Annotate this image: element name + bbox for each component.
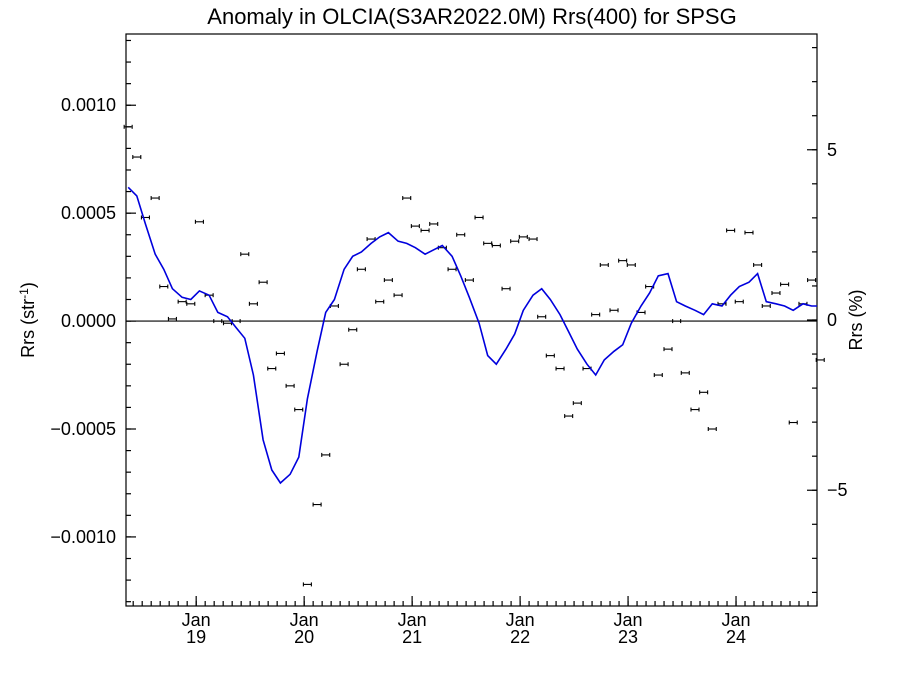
y-right-tick-label: 5: [827, 140, 837, 160]
data-point: [167, 316, 177, 321]
data-point: [672, 319, 682, 324]
data-points: [123, 124, 825, 587]
y-axis-label-superscript: -1: [17, 288, 31, 299]
data-point: [528, 237, 538, 242]
y-tick-label: 0.0005: [61, 203, 116, 223]
data-point: [410, 224, 420, 229]
x-tick-year: 22: [510, 627, 530, 647]
data-point: [186, 301, 196, 306]
data-point: [618, 258, 628, 263]
x-tick-month: Jan: [614, 610, 643, 630]
data-point: [680, 370, 690, 375]
data-point: [491, 243, 501, 248]
y-tick-label: 0.0000: [61, 311, 116, 331]
data-point: [761, 303, 771, 308]
y-axis-label-left: Rrs (str-1): [17, 282, 38, 358]
data-point: [699, 390, 709, 395]
axis-ticks: 0.00100.00050.0000−0.0005−0.001050−5Jan1…: [50, 39, 848, 647]
data-point: [726, 228, 736, 233]
data-point: [771, 291, 781, 296]
data-point: [420, 228, 430, 233]
data-point: [321, 452, 331, 457]
x-tick-year: 24: [726, 627, 746, 647]
data-point: [474, 215, 484, 220]
data-point: [356, 267, 366, 272]
data-point: [744, 230, 754, 235]
data-point: [213, 319, 223, 324]
data-point: [294, 407, 304, 412]
data-point: [383, 278, 393, 283]
x-tick-year: 23: [618, 627, 638, 647]
data-point: [788, 420, 798, 425]
data-point: [807, 278, 817, 283]
data-point: [609, 308, 619, 313]
data-point: [132, 155, 142, 160]
data-point: [734, 299, 744, 304]
y-tick-label: 0.0010: [61, 95, 116, 115]
data-point: [690, 407, 700, 412]
data-point: [393, 293, 403, 298]
data-point: [248, 301, 258, 306]
x-tick-month: Jan: [722, 610, 751, 630]
data-point: [591, 312, 601, 317]
data-point: [348, 327, 358, 332]
data-point: [447, 267, 457, 272]
data-point: [275, 351, 285, 356]
y-axis-label-text: Rrs (str: [18, 299, 38, 358]
data-point: [483, 241, 493, 246]
y-tick-label: −0.0005: [50, 419, 116, 439]
data-point: [123, 124, 133, 129]
x-tick-year: 19: [186, 627, 206, 647]
x-tick-month: Jan: [506, 610, 535, 630]
data-point: [555, 366, 565, 371]
data-point: [653, 373, 663, 378]
x-tick-year: 20: [294, 627, 314, 647]
data-point: [564, 414, 574, 419]
data-point: [780, 282, 790, 287]
x-tick-month: Jan: [398, 610, 427, 630]
y-axis-label-close: ): [18, 282, 38, 288]
data-point: [339, 362, 349, 367]
x-tick-month: Jan: [290, 610, 319, 630]
x-tick-month: Jan: [182, 610, 211, 630]
data-point: [194, 219, 204, 224]
y-axis-label-right: Rrs (%): [846, 290, 866, 351]
y-tick-label: −0.0010: [50, 527, 116, 547]
y-right-tick-label: −5: [827, 480, 848, 500]
smoothed-series-line: [127, 186, 817, 485]
data-point: [545, 353, 555, 358]
data-point: [267, 366, 277, 371]
y-right-tick-label: 0: [827, 310, 837, 330]
data-point: [312, 502, 322, 507]
data-point: [599, 262, 609, 267]
data-point: [815, 357, 825, 362]
data-point: [302, 582, 312, 587]
data-point: [375, 299, 385, 304]
data-point: [626, 262, 636, 267]
data-point: [753, 262, 763, 267]
data-point: [285, 383, 295, 388]
data-point: [572, 401, 582, 406]
data-point: [663, 347, 673, 352]
chart-title: Anomaly in OLCIA(S3AR2022.0M) Rrs(400) f…: [207, 4, 736, 29]
x-tick-year: 21: [402, 627, 422, 647]
data-point: [518, 234, 528, 239]
data-point: [159, 284, 169, 289]
data-point: [707, 427, 717, 432]
data-point: [501, 286, 511, 291]
data-point: [429, 221, 439, 226]
data-point: [177, 299, 187, 304]
data-point: [537, 314, 547, 319]
data-point: [456, 232, 466, 237]
data-point: [402, 196, 412, 201]
data-point: [150, 196, 160, 201]
data-point: [240, 252, 250, 257]
data-point: [464, 278, 474, 283]
data-point: [510, 239, 520, 244]
data-point: [258, 280, 268, 285]
